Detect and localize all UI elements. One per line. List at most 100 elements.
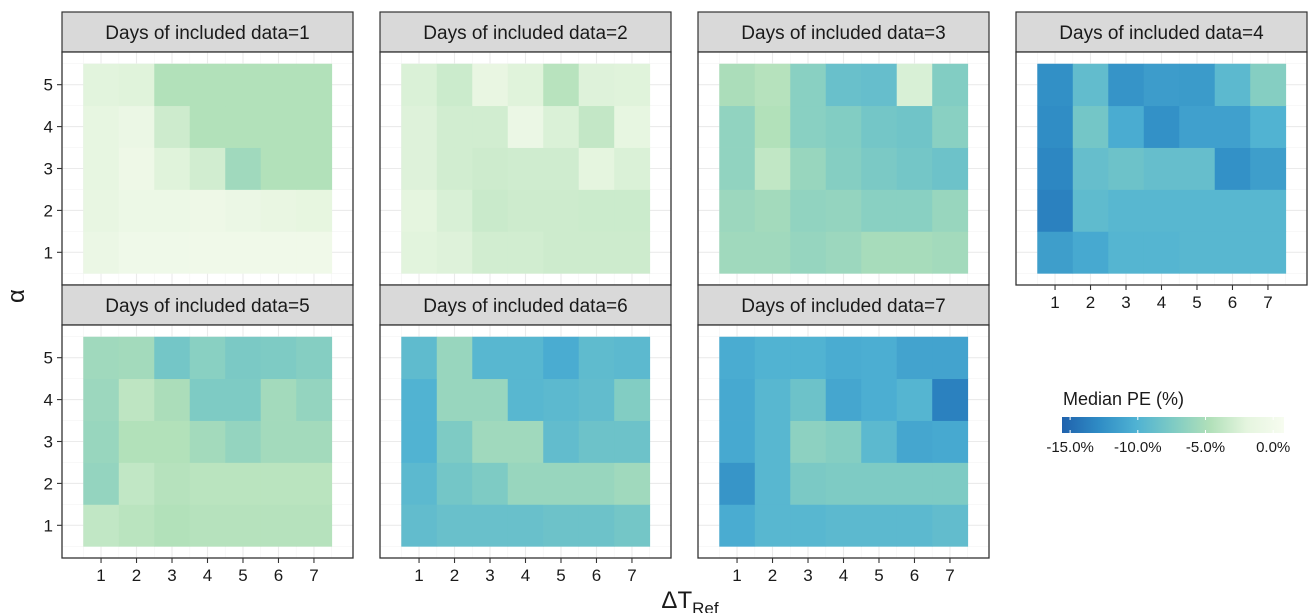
heatmap-tile — [754, 378, 791, 421]
legend-tick-label: 0.0% — [1256, 439, 1290, 456]
y-tick-label: 4 — [44, 118, 53, 137]
heatmap-tile — [189, 189, 226, 232]
x-tick-label: 3 — [803, 566, 812, 585]
heatmap-tile — [260, 504, 297, 547]
heatmap-tile — [1037, 105, 1074, 148]
heatmap-tiles — [83, 336, 333, 547]
heatmap-tile — [825, 231, 862, 274]
heatmap-tile — [189, 231, 226, 274]
heatmap-tile — [296, 462, 333, 505]
y-tick-label: 3 — [44, 433, 53, 452]
heatmap-tile — [189, 105, 226, 148]
heatmap-tile — [118, 231, 155, 274]
x-tick-label: 7 — [309, 566, 318, 585]
heatmap-tile — [507, 231, 544, 274]
heatmap-tile — [436, 336, 473, 380]
facet-strip-label: Days of included data=7 — [741, 296, 945, 317]
heatmap-tile — [436, 378, 473, 421]
heatmap-tile — [790, 462, 827, 505]
heatmap-tile — [260, 147, 297, 190]
heatmap-tile — [825, 336, 862, 380]
heatmap-tile — [296, 105, 333, 148]
heatmap-tile — [296, 189, 333, 232]
heatmap-tile — [225, 105, 262, 148]
heatmap-tile — [83, 63, 120, 107]
heatmap-tile — [296, 378, 333, 421]
heatmap-tile — [436, 504, 473, 547]
heatmap-tile — [896, 462, 933, 505]
heatmap-tile — [719, 231, 756, 274]
heatmap-tile — [1179, 105, 1216, 148]
x-tick-label: 2 — [768, 566, 777, 585]
heatmap-tile — [1179, 231, 1216, 274]
heatmap-tile — [118, 105, 155, 148]
y-tick-label: 5 — [44, 349, 53, 368]
heatmap-tile — [896, 63, 933, 107]
heatmap-tile — [296, 504, 333, 547]
heatmap-tile — [578, 105, 615, 148]
heatmap-tile — [83, 336, 120, 380]
heatmap-tile — [83, 105, 120, 148]
heatmap-tile — [543, 504, 580, 547]
heatmap-tile — [189, 336, 226, 380]
facet-strip-label: Days of included data=2 — [423, 23, 627, 44]
heatmap-tile — [401, 63, 438, 107]
heatmap-tile — [932, 462, 969, 505]
heatmap-tile — [790, 147, 827, 190]
x-tick-label: 2 — [132, 566, 141, 585]
heatmap-tile — [825, 378, 862, 421]
heatmap-tile — [472, 462, 509, 505]
heatmap-tile — [614, 147, 651, 190]
heatmap-tile — [1214, 63, 1251, 107]
color-legend: Median PE (%) -15.0% -10.0% -5.0% 0.0% — [1046, 389, 1290, 456]
heatmap-tile — [1214, 147, 1251, 190]
x-tick-label: 2 — [450, 566, 459, 585]
heatmap-tile — [189, 63, 226, 107]
heatmap-tile — [83, 504, 120, 547]
heatmap-tile — [719, 378, 756, 421]
heatmap-tile — [225, 336, 262, 380]
heatmap-tiles — [1037, 63, 1287, 274]
heatmap-tile — [719, 504, 756, 547]
heatmap-tiles — [719, 63, 969, 274]
heatmap-tile — [578, 420, 615, 463]
heatmap-tile — [83, 462, 120, 505]
heatmap-tile — [154, 336, 191, 380]
heatmap-tile — [932, 105, 969, 148]
x-tick-label: 1 — [414, 566, 423, 585]
heatmap-tile — [472, 231, 509, 274]
facet-strip-label: Days of included data=1 — [105, 23, 309, 44]
x-tick-label: 2 — [1086, 293, 1095, 312]
x-tick-label: 4 — [1157, 293, 1166, 312]
y-tick-label: 5 — [44, 76, 53, 95]
heatmap-tile — [472, 336, 509, 380]
heatmap-tile — [154, 231, 191, 274]
heatmap-tile — [1143, 231, 1180, 274]
heatmap-tile — [1143, 63, 1180, 107]
heatmap-tile — [401, 105, 438, 148]
heatmap-tile — [543, 378, 580, 421]
legend-colorbar — [1062, 417, 1284, 433]
heatmap-tile — [260, 231, 297, 274]
x-tick-label: 4 — [521, 566, 530, 585]
heatmap-tile — [614, 189, 651, 232]
heatmap-tile — [401, 462, 438, 505]
heatmap-tile — [1108, 105, 1145, 148]
heatmap-tile — [296, 231, 333, 274]
heatmap-tile — [83, 189, 120, 232]
heatmap-tile — [401, 336, 438, 380]
heatmap-tile — [401, 420, 438, 463]
facet-panel-7: Days of included data=7 1 2 3 4 5 6 7 — [697, 284, 990, 585]
heatmap-tile — [436, 420, 473, 463]
heatmap-tile — [719, 63, 756, 107]
heatmap-tile — [754, 462, 791, 505]
heatmap-tile — [790, 420, 827, 463]
x-tick-label: 5 — [556, 566, 565, 585]
legend-tick-label: -5.0% — [1186, 439, 1225, 456]
heatmap-tile — [260, 462, 297, 505]
legend-tick-label: -15.0% — [1046, 439, 1094, 456]
x-tick-label: 1 — [96, 566, 105, 585]
y-tick-label: 4 — [44, 391, 53, 410]
heatmap-tile — [472, 147, 509, 190]
heatmap-tile — [719, 147, 756, 190]
